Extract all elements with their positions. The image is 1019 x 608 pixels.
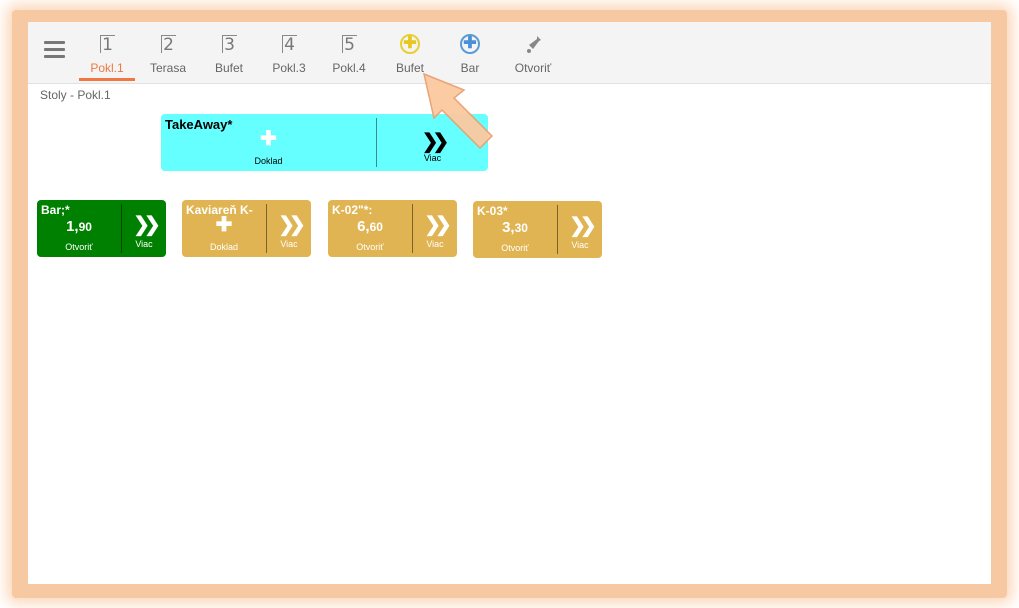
tab-terasa[interactable]: 2 Terasa bbox=[138, 32, 198, 75]
divider bbox=[266, 204, 267, 253]
tab-bufet[interactable]: 3 Bufet bbox=[199, 32, 259, 75]
active-tab-indicator bbox=[79, 78, 135, 81]
hamburger-menu-icon[interactable] bbox=[44, 41, 65, 62]
number-5-icon: 5 bbox=[341, 35, 357, 54]
amount: 6,60 bbox=[357, 218, 383, 235]
plus-icon: ✚ bbox=[215, 214, 233, 236]
number-3-icon: 3 bbox=[221, 35, 237, 54]
more-button[interactable]: ❯❯ Viac bbox=[122, 200, 166, 257]
tab-pokl4[interactable]: 5 Pokl.4 bbox=[319, 32, 379, 75]
table-name: K-03* bbox=[477, 204, 508, 218]
table-name: Kaviareň K- bbox=[186, 203, 253, 217]
open-button[interactable]: Otvoriť bbox=[356, 242, 384, 252]
open-button[interactable]: Otvoriť bbox=[503, 32, 563, 75]
bottle-icon bbox=[527, 36, 541, 53]
tab-label: Pokl.4 bbox=[332, 61, 366, 75]
add-bufet-button[interactable]: ✚ Bufet bbox=[380, 32, 440, 75]
open-button[interactable]: Otvoriť bbox=[65, 242, 93, 252]
table-name: TakeAway* bbox=[165, 117, 233, 132]
app-window: 1 Pokl.1 2 Terasa 3 Bufet 4 Pokl.3 5 Pokl.4 ✚… bbox=[28, 22, 991, 584]
tab-label: Bufet bbox=[395, 61, 425, 75]
divider bbox=[376, 118, 377, 167]
plus-circle-icon: ✚ bbox=[460, 34, 480, 54]
more-button[interactable]: ❯❯ Viac bbox=[558, 201, 602, 258]
number-1-icon: 1 bbox=[99, 35, 115, 54]
tab-label: Otvoriť bbox=[514, 61, 552, 75]
tab-label: Pokl.1 bbox=[90, 61, 124, 75]
chevrons-right-icon: ❯❯ bbox=[278, 214, 306, 236]
table-tile-kaviaren[interactable]: ✚ Doklad Kaviareň K- ❯❯ Viac bbox=[182, 200, 311, 257]
tab-label: Terasa bbox=[149, 61, 187, 75]
chevrons-right-icon: ❯❯ bbox=[133, 214, 161, 236]
tab-label: Pokl.3 bbox=[272, 61, 306, 75]
divider bbox=[121, 204, 122, 253]
divider bbox=[557, 205, 558, 254]
table-name: Bar;* bbox=[41, 203, 70, 217]
tab-pokl3[interactable]: 4 Pokl.3 bbox=[259, 32, 319, 75]
more-button[interactable]: ❯❯ Viac bbox=[377, 114, 488, 171]
number-2-icon: 2 bbox=[160, 35, 176, 54]
more-button[interactable]: ❯❯ Viac bbox=[267, 200, 311, 257]
toolbar: 1 Pokl.1 2 Terasa 3 Bufet 4 Pokl.3 5 Pokl.4 ✚… bbox=[28, 22, 991, 84]
chevrons-right-icon: ❯❯ bbox=[421, 131, 450, 153]
add-bar-button[interactable]: ✚ Bar bbox=[440, 32, 500, 75]
chevrons-right-icon: ❯❯ bbox=[424, 214, 452, 236]
more-label: Viac bbox=[423, 153, 442, 163]
open-button[interactable]: Otvoriť bbox=[501, 243, 529, 253]
table-name: K-02"*: bbox=[332, 203, 373, 217]
doklad-button[interactable]: Doklad bbox=[209, 242, 238, 252]
table-tile-bar[interactable]: 1,90 Otvoriť Bar;* ❯❯ Viac bbox=[37, 200, 166, 257]
plus-icon: ✚ bbox=[260, 128, 277, 150]
more-label: Viac bbox=[426, 239, 444, 249]
divider bbox=[412, 204, 413, 253]
breadcrumb: Stoly - Pokl.1 bbox=[40, 88, 111, 102]
table-tile-k03[interactable]: 3,30 Otvoriť K-03* ❯❯ Viac bbox=[473, 201, 602, 258]
more-label: Viac bbox=[280, 239, 298, 249]
number-4-icon: 4 bbox=[281, 35, 297, 54]
more-label: Viac bbox=[571, 240, 589, 250]
plus-circle-icon: ✚ bbox=[400, 34, 420, 54]
amount: 1,90 bbox=[66, 218, 92, 235]
chevrons-right-icon: ❯❯ bbox=[569, 215, 597, 237]
tab-label: Bufet bbox=[214, 61, 244, 75]
more-button[interactable]: ❯❯ Viac bbox=[413, 200, 457, 257]
table-tile-takeaway[interactable]: ✚ Doklad TakeAway* ❯❯ Viac bbox=[161, 114, 488, 171]
tab-pokl1[interactable]: 1 Pokl.1 bbox=[77, 32, 137, 75]
tab-label: Bar bbox=[460, 61, 480, 75]
table-tile-k02[interactable]: 6,60 Otvoriť K-02"*: ❯❯ Viac bbox=[328, 200, 457, 257]
more-label: Viac bbox=[135, 239, 153, 249]
amount: 3,30 bbox=[502, 219, 528, 236]
doklad-button[interactable]: Doklad bbox=[254, 156, 283, 166]
